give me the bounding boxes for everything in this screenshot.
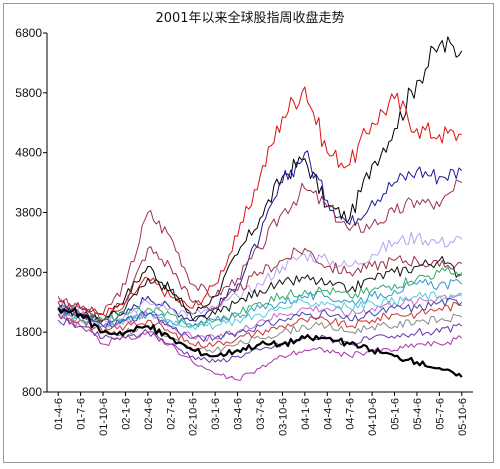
y-tick-label: 800 [22,385,42,399]
series-line-12 [57,298,463,342]
x-tick-label: 03-1-6 [210,398,222,430]
y-tick-label: 1800 [15,325,42,339]
x-tick-label: 02-4-6 [143,398,155,430]
x-tick-label: 05-7-6 [434,398,446,430]
series-line-5 [57,231,463,323]
series-line-17 [57,307,463,378]
x-tick-label: 05-4-6 [412,398,424,430]
x-tick-label: 03-4-6 [233,398,245,430]
series-line-15 [57,318,463,363]
x-tick-label: 02-10-6 [188,398,200,436]
x-tick-label: 04-1-6 [300,398,312,430]
y-tick-label: 6800 [15,26,42,40]
x-tick-label: 05-10-6 [457,398,469,436]
series-line-2 [57,86,462,317]
x-tick-label: 02-7-6 [165,398,177,430]
x-tick-label: 03-7-6 [255,398,267,430]
x-tick-label: 04-7-6 [345,398,357,430]
x-tick-label: 03-10-6 [277,398,289,436]
y-tick-label: 4800 [15,146,42,160]
series-line-16 [57,313,463,381]
y-tick-label: 3800 [15,206,42,220]
x-tick-label: 02-1-6 [120,398,132,430]
series-layer [57,36,463,381]
series-line-4 [57,179,463,315]
y-tick-label: 2800 [15,265,42,279]
series-line-13 [57,302,462,348]
x-tick-label: 01-7-6 [76,398,88,430]
x-tick-label: 01-4-6 [53,398,65,430]
chart-title: 2001年以来全球股指周收盘走势 [155,11,345,26]
x-tick-label: 04-10-6 [367,398,379,436]
x-tick-label: 01-10-6 [98,398,110,436]
x-tick-label: 05-1-6 [390,398,402,430]
series-line-1 [57,36,463,323]
series-line-6 [57,246,462,321]
series-line-7 [58,256,462,324]
x-tick-labels: 01-4-6 01-7-6 01-10-6 02-1-6 02-4-6 02-7-6 02-… [53,392,469,436]
series-line-8 [57,266,463,328]
y-tick-label: 5800 [15,86,42,100]
x-tick-label: 04-4-6 [322,398,334,430]
chart-frame [3,3,494,463]
y-tick-labels: 800 1800 2800 3800 4800 5800 6800 [15,26,47,399]
